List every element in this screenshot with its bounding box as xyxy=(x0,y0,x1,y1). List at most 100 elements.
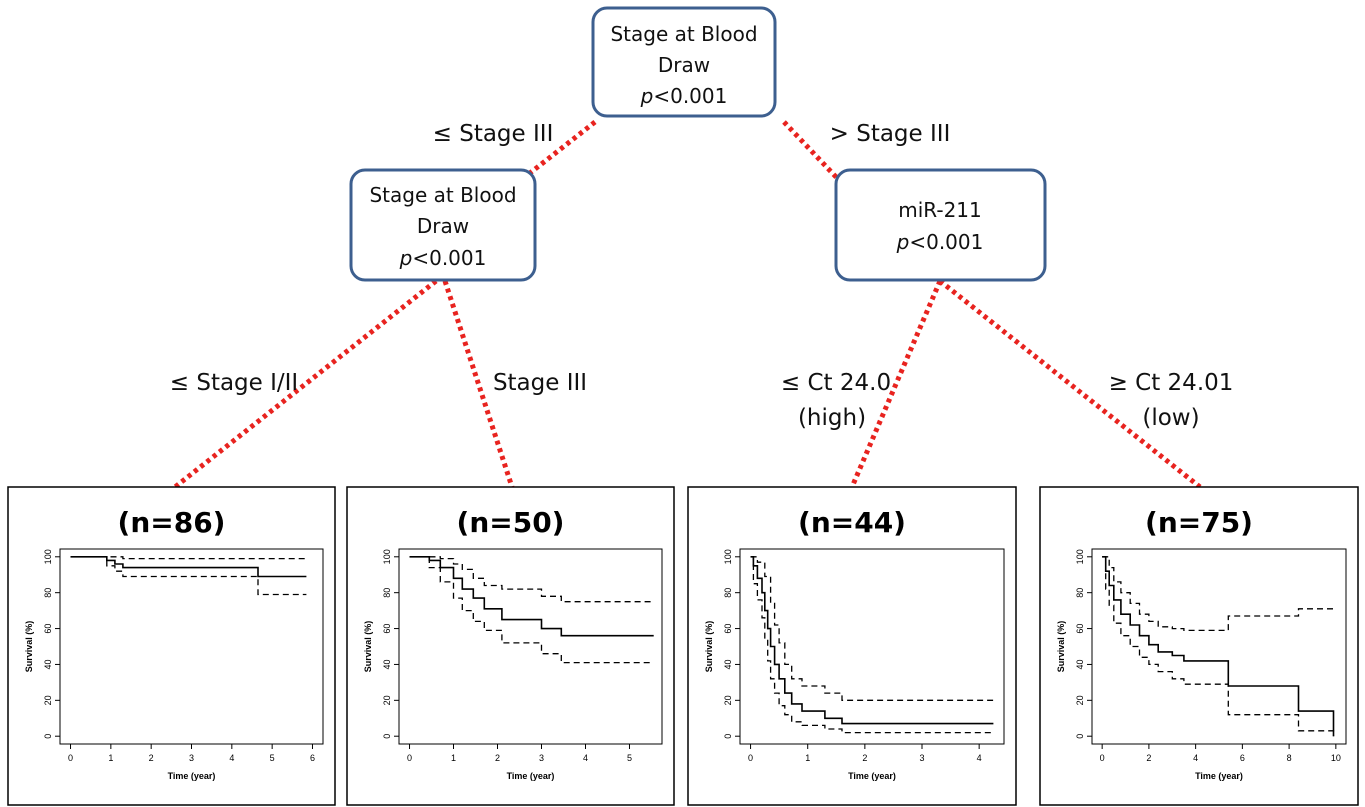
tree-edges xyxy=(173,120,1202,489)
left-node-p-value: <0.001 xyxy=(412,246,486,270)
panel-n-label: (n=86) xyxy=(118,506,226,539)
edge-right-left xyxy=(849,280,943,488)
x-tick-label: 3 xyxy=(539,753,544,763)
x-tick-label: 3 xyxy=(189,753,194,763)
x-tick-label: 5 xyxy=(627,753,632,763)
edge-root-left xyxy=(528,120,597,175)
branch-labels: ≤ Stage III > Stage III ≤ Stage I/II Sta… xyxy=(170,121,1234,431)
y-tick-label: 0 xyxy=(723,734,733,739)
x-tick-label: 10 xyxy=(1331,753,1341,763)
x-tick-label: 0 xyxy=(68,753,73,763)
confidence-band-curve xyxy=(409,556,654,664)
right-node-pvalue: p<0.001 xyxy=(896,230,984,254)
right-node: miR-211 p<0.001 xyxy=(834,168,1047,282)
branch-label-right-left-line1: ≤ Ct 24.0 xyxy=(781,370,891,396)
confidence-band-curve xyxy=(70,556,307,560)
confidence-band-curve xyxy=(70,556,307,596)
survival-curve xyxy=(70,556,307,578)
x-axis-title: Time (year) xyxy=(507,771,555,781)
root-node-title-line2: Draw xyxy=(658,53,710,77)
x-tick-label: 2 xyxy=(149,753,154,763)
y-axis-title: Survival (%) xyxy=(363,621,373,673)
y-axis-title: Survival (%) xyxy=(1056,621,1066,673)
y-tick-label: 100 xyxy=(1075,549,1085,564)
y-tick-label: 100 xyxy=(723,549,733,564)
plot-box xyxy=(1091,548,1347,745)
y-tick-label: 20 xyxy=(1075,695,1085,705)
plot-box xyxy=(398,548,663,745)
confidence-band-curve xyxy=(750,556,994,734)
y-tick-label: 60 xyxy=(1075,624,1085,634)
y-tick-label: 40 xyxy=(1075,659,1085,669)
x-tick-label: 2 xyxy=(862,753,867,763)
x-tick-label: 1 xyxy=(108,753,113,763)
x-axis-title: Time (year) xyxy=(168,771,216,781)
x-tick-label: 1 xyxy=(451,753,456,763)
x-tick-label: 6 xyxy=(310,753,315,763)
edge-root-right xyxy=(782,120,839,180)
survival-curve xyxy=(1102,556,1335,737)
y-tick-label: 0 xyxy=(43,734,53,739)
root-node-pvalue: p<0.001 xyxy=(640,84,728,108)
y-tick-label: 20 xyxy=(382,695,392,705)
x-tick-label: 0 xyxy=(1100,753,1105,763)
x-tick-label: 8 xyxy=(1287,753,1292,763)
x-tick-label: 4 xyxy=(583,753,588,763)
right-node-p-label: p xyxy=(896,230,910,254)
panel-n-label: (n=75) xyxy=(1145,506,1253,539)
panel-frame xyxy=(687,486,1017,806)
plot-box xyxy=(739,548,1005,745)
panel-frame xyxy=(346,486,675,806)
x-tick-label: 4 xyxy=(977,753,982,763)
y-tick-label: 100 xyxy=(382,549,392,564)
x-tick-label: 2 xyxy=(1146,753,1151,763)
x-tick-label: 2 xyxy=(495,753,500,763)
panel-frame xyxy=(7,486,336,806)
x-tick-label: 0 xyxy=(407,753,412,763)
left-node-pvalue: p<0.001 xyxy=(399,246,487,270)
branch-label-right-right-line1: ≥ Ct 24.01 xyxy=(1109,370,1234,396)
x-tick-label: 0 xyxy=(748,753,753,763)
y-tick-label: 20 xyxy=(723,695,733,705)
panel-n-label: (n=44) xyxy=(798,506,906,539)
confidence-band-curve xyxy=(409,556,654,603)
branch-label-right-left-line2: (high) xyxy=(798,405,866,431)
x-axis-title: Time (year) xyxy=(848,771,896,781)
survival-curve xyxy=(750,556,994,725)
y-tick-label: 40 xyxy=(723,659,733,669)
x-tick-label: 5 xyxy=(270,753,275,763)
y-tick-label: 0 xyxy=(1075,734,1085,739)
root-node-title-line1: Stage at Blood xyxy=(610,22,757,46)
panel-n-label: (n=50) xyxy=(457,506,565,539)
confidence-band-curve xyxy=(1102,556,1336,632)
y-tick-label: 60 xyxy=(382,624,392,634)
right-node-p-value: <0.001 xyxy=(909,230,983,254)
confidence-band-curve xyxy=(1102,556,1335,737)
left-node-p-label: p xyxy=(399,246,413,270)
root-node-p-label: p xyxy=(640,84,654,108)
y-tick-label: 40 xyxy=(382,659,392,669)
y-tick-label: 60 xyxy=(43,624,53,634)
y-tick-label: 80 xyxy=(43,588,53,598)
panel-frame xyxy=(1039,486,1359,806)
x-tick-label: 3 xyxy=(919,753,924,763)
y-tick-label: 100 xyxy=(43,549,53,564)
y-axis-title: Survival (%) xyxy=(24,621,34,673)
branch-label-root-right: > Stage III xyxy=(830,121,951,147)
right-node-title: miR-211 xyxy=(898,198,982,222)
y-tick-label: 60 xyxy=(723,624,733,634)
y-tick-label: 20 xyxy=(43,695,53,705)
x-tick-label: 4 xyxy=(1193,753,1198,763)
root-node-p-value: <0.001 xyxy=(653,84,727,108)
y-tick-label: 80 xyxy=(382,588,392,598)
branch-label-left-right: Stage III xyxy=(493,370,587,396)
y-tick-label: 0 xyxy=(382,734,392,739)
x-tick-label: 1 xyxy=(805,753,810,763)
x-axis-title: Time (year) xyxy=(1195,771,1243,781)
y-tick-label: 80 xyxy=(723,588,733,598)
